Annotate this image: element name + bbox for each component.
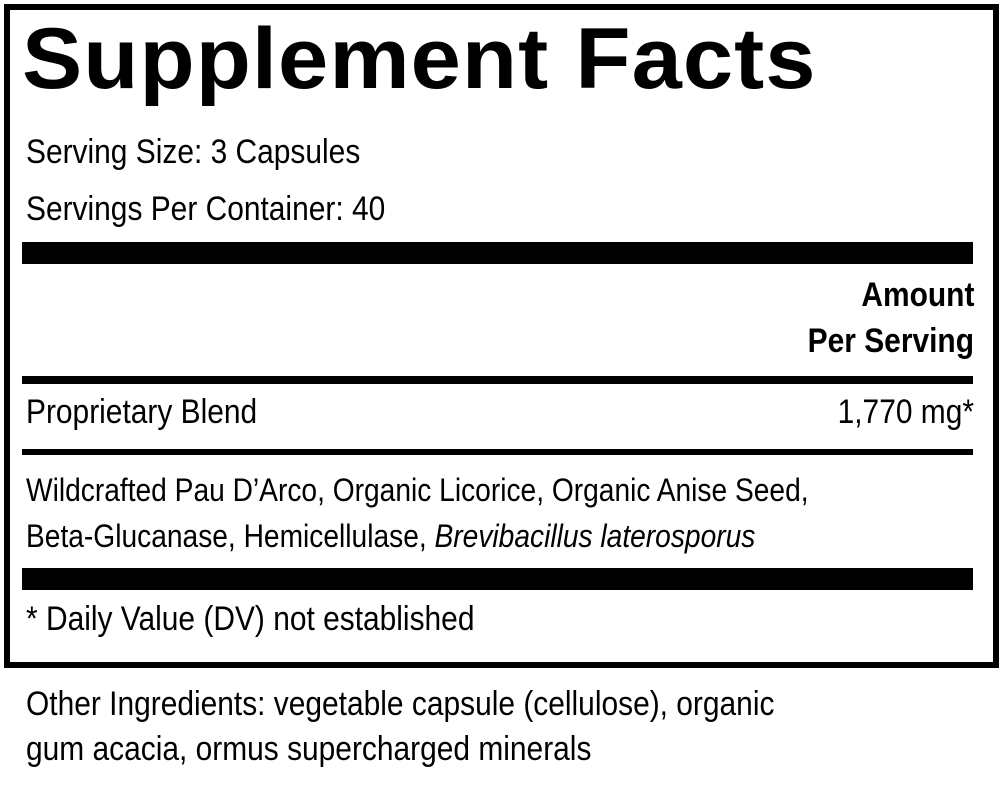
serving-size: Serving Size: 3 Capsules: [26, 133, 361, 171]
footnote: * Daily Value (DV) not established: [26, 600, 475, 638]
divider: [22, 376, 973, 384]
ingredients-line-1: Wildcrafted Pau D’Arco, Organic Licorice…: [26, 472, 809, 508]
amount-header: Amount: [860, 276, 974, 314]
divider: [22, 449, 973, 455]
servings-per-container: Servings Per Container: 40: [26, 190, 386, 228]
ingredient-italic: Brevibacillus laterosporus: [434, 518, 756, 554]
ingredients-line-2: Beta-Glucanase, Hemicellulase, Brevibaci…: [26, 518, 755, 555]
thick-divider: [22, 242, 973, 264]
supplement-facts-panel: [4, 4, 999, 668]
other-ingredients-line-2: gum acacia, ormus supercharged minerals: [26, 730, 592, 768]
other-ingredients-line-1: Other Ingredients: vegetable capsule (ce…: [26, 685, 775, 723]
blend-amount: 1,770 mg*: [837, 393, 974, 431]
blend-name: Proprietary Blend: [26, 393, 258, 431]
ingredients-text: Beta-Glucanase, Hemicellulase,: [26, 518, 435, 554]
per-serving-header: Per Serving: [807, 322, 974, 360]
panel-title: Supplement Facts: [22, 11, 817, 107]
thick-divider: [22, 568, 973, 590]
